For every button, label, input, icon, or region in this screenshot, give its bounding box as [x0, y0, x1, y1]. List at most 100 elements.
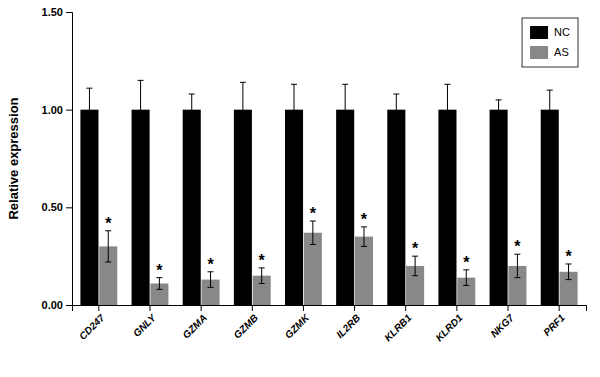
legend-swatch: [530, 46, 548, 59]
y-tick: 1.50: [42, 6, 72, 18]
error-bar: [208, 272, 214, 288]
x-tick: PRF1: [541, 305, 567, 338]
x-tick: NKG7: [488, 305, 516, 340]
x-axis: CD247 GNLY GZMA GZMB GZMK IL2RB KLRB1 KLRD1 NKG7…: [73, 305, 587, 343]
x-tick: GZMB: [231, 305, 260, 341]
significance-marker: *: [259, 252, 266, 269]
y-axis: 0.00 0.50 1.00 1.50: [42, 6, 73, 311]
x-tick-label: GZMB: [231, 312, 260, 341]
legend-items: NC AS: [530, 26, 570, 59]
significance-marker: *: [514, 238, 521, 255]
error-bar: [105, 231, 111, 262]
error-bars: [86, 80, 552, 139]
bar: [234, 110, 252, 305]
legend: NC AS: [522, 18, 578, 67]
error-bar: [240, 82, 246, 137]
x-tick-mark: [303, 305, 304, 311]
bar-series: [99, 233, 577, 305]
significance-marker: *: [463, 254, 470, 271]
bar: [387, 110, 405, 305]
error-bar: [342, 84, 348, 135]
error-bar: [412, 256, 418, 276]
y-tick-label: 0.50: [42, 201, 63, 213]
x-tick: GZMK: [283, 305, 312, 341]
significance-marker: *: [105, 215, 112, 232]
error-bar: [566, 264, 572, 280]
y-tick-mark: [66, 12, 72, 13]
bar: [541, 110, 559, 305]
x-tick: CD247: [77, 305, 107, 342]
legend-swatch: [530, 26, 548, 39]
significance-marker: *: [156, 262, 163, 279]
x-tick-mark: [98, 305, 99, 311]
x-tick-label: GNLY: [131, 311, 159, 339]
significance-marker: *: [412, 240, 419, 257]
marks: [80, 80, 577, 305]
x-tick: GNLY: [131, 305, 159, 339]
x-tick-mark: [559, 305, 560, 311]
significance-marker: *: [565, 248, 572, 265]
x-tick-mark: [456, 305, 457, 311]
x-tick-mark: [252, 305, 253, 311]
error-bar: [496, 100, 502, 120]
y-tick-label: 0.00: [42, 299, 63, 311]
error-bar: [156, 278, 162, 290]
error-bar: [189, 94, 195, 125]
significance-marker: *: [207, 256, 214, 273]
error-bar: [444, 84, 450, 135]
error-bar: [291, 84, 297, 135]
plot: * * * * * * * * * * 0.00 0.50 1.00 1.50 CD247 GNLY GZMA G…: [42, 6, 587, 343]
error-bar: [463, 270, 469, 286]
legend-entry: NC: [530, 26, 570, 39]
error-bar: [514, 254, 520, 277]
y-tick: 0.50: [42, 201, 72, 213]
error-bars: [105, 221, 571, 289]
bar: [336, 110, 354, 305]
significance-marker: *: [361, 211, 368, 228]
x-tick-label: PRF1: [541, 312, 567, 338]
x-tick-label: CD247: [77, 312, 107, 342]
legend-frame: [522, 18, 578, 67]
x-tick-label: KLRB1: [382, 312, 414, 344]
y-tick-mark: [66, 305, 72, 306]
y-tick: 0.00: [42, 299, 72, 311]
y-tick-mark: [66, 110, 72, 111]
chart: * * * * * * * * * * 0.00 0.50 1.00 1.50 CD247 GNLY GZMA G…: [0, 0, 600, 377]
y-tick-mark: [66, 207, 72, 208]
x-tick: IL2RB: [334, 305, 362, 340]
x-tick-mark: [405, 305, 406, 311]
x-tick-mark: [149, 305, 150, 311]
error-bar: [547, 90, 553, 129]
y-axis-title: Relative expression: [6, 97, 21, 219]
y-axis-line: [66, 13, 73, 306]
x-tick: KLRD1: [433, 305, 465, 343]
significance-marker: *: [310, 205, 317, 222]
y-tick: 1.00: [42, 104, 72, 116]
bar: [438, 110, 456, 305]
error-bar: [86, 88, 92, 131]
error-bar: [361, 227, 367, 247]
legend-entry: AS: [530, 46, 569, 59]
error-bar: [393, 94, 399, 125]
bar-series: [80, 110, 558, 305]
legend-label: NC: [554, 26, 570, 38]
x-tick-mark: [508, 305, 509, 311]
y-tick-label: 1.50: [42, 6, 63, 18]
bar: [490, 110, 508, 305]
x-tick-mark: [354, 305, 355, 311]
x-tick-mark: [201, 305, 202, 311]
bar: [183, 110, 201, 305]
bar: [285, 110, 303, 305]
y-tick-label: 1.00: [42, 104, 63, 116]
x-tick-label: IL2RB: [334, 312, 362, 340]
error-bar: [259, 268, 265, 284]
bar: [80, 110, 98, 305]
x-tick-label: KLRD1: [433, 312, 465, 344]
x-tick-label: GZMK: [283, 312, 312, 341]
x-tick-label: GZMA: [180, 312, 209, 341]
x-axis-line: [73, 306, 587, 312]
x-tick-label: NKG7: [488, 312, 516, 340]
x-tick: GZMA: [180, 305, 209, 341]
x-tick: KLRB1: [382, 305, 414, 343]
annotations: * * * * * * * * * *: [105, 205, 572, 279]
